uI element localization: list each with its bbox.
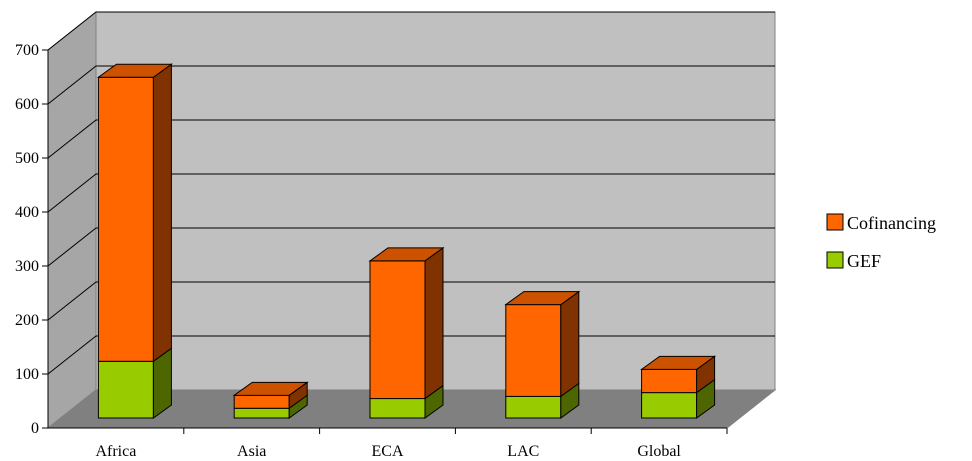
bar-front [369, 260, 426, 400]
bar-africa-cofinancing [96, 63, 173, 363]
bar-front [97, 76, 154, 362]
bar-top [504, 291, 581, 306]
y-tick-label: 600 [15, 96, 39, 113]
bar-side [560, 290, 580, 398]
bar-asia-cofinancing [232, 381, 309, 410]
x-tick-label: Asia [237, 443, 266, 460]
bar-global-cofinancing [640, 355, 717, 394]
gridline [47, 173, 775, 213]
bar-front [369, 398, 426, 419]
y-tick-label: 100 [15, 366, 39, 383]
bar-front [505, 304, 562, 397]
bars [96, 63, 717, 419]
gridline [47, 11, 775, 51]
legend: Cofinancing GEF [826, 213, 936, 271]
gridline [47, 227, 775, 267]
x-tick-label: LAC [507, 443, 539, 460]
bar-side [152, 63, 172, 363]
bar-front [641, 392, 698, 419]
y-tick-label: 400 [15, 204, 39, 221]
legend-swatch [826, 251, 844, 269]
legend-label: GEF [847, 251, 881, 271]
y-tick-label: 300 [15, 258, 39, 275]
axes [47, 50, 728, 434]
y-axis-ticks: 0 100 200 300 400 500 600 700 [15, 42, 48, 437]
bar-top [232, 381, 309, 396]
bar-top [96, 63, 173, 78]
gridlines [47, 11, 775, 375]
side-wall [47, 10, 97, 430]
bar-global-gef [641, 378, 716, 419]
gridline [47, 119, 775, 159]
x-tick-label: Global [637, 443, 681, 460]
legend-item: Cofinancing [826, 213, 936, 233]
bar-front [233, 394, 290, 409]
gridline [47, 65, 775, 105]
bar-front [641, 368, 698, 394]
bar-eca-cofinancing [368, 246, 445, 400]
y-tick-label: 500 [15, 150, 39, 167]
x-axis-labels: Africa Asia ECA LAC Global [95, 443, 681, 460]
legend-item: GEF [826, 251, 881, 271]
bar-front [97, 360, 154, 419]
bar-africa-gef [97, 347, 172, 419]
x-tick-label: ECA [372, 443, 404, 460]
legend-swatch [826, 213, 844, 231]
bar-top [368, 247, 445, 262]
y-tick-label: 700 [15, 42, 39, 59]
legend-label: Cofinancing [847, 213, 936, 233]
bar-front [505, 395, 562, 419]
x-tick-label: Africa [95, 443, 136, 460]
y-tick-label: 200 [15, 312, 39, 329]
y-tick-label: 0 [31, 420, 39, 437]
bar-top [640, 355, 717, 370]
bar-lac-cofinancing [504, 290, 581, 398]
bar-front [233, 407, 290, 419]
gridline [47, 281, 775, 321]
bar-side [424, 246, 444, 400]
